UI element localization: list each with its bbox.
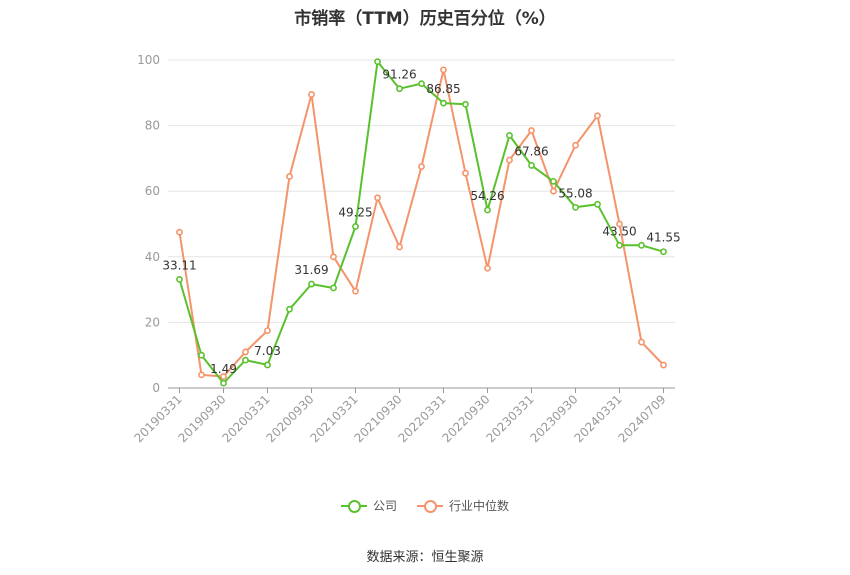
y-tick-label: 40 <box>145 250 160 264</box>
data-point <box>176 275 183 283</box>
data-point <box>286 305 293 313</box>
y-tick-label: 20 <box>145 315 160 329</box>
data-label: 31.69 <box>294 263 328 277</box>
data-point <box>616 220 623 228</box>
data-point <box>660 361 667 369</box>
data-point <box>484 264 491 272</box>
data-label: 86.85 <box>426 82 460 96</box>
data-point <box>220 379 227 387</box>
data-point <box>528 127 535 134</box>
data-point <box>286 173 293 180</box>
chart-title: 市销率（TTM）历史百分位（%） <box>294 9 556 29</box>
data-label: 55.08 <box>558 186 592 200</box>
data-label: 43.50 <box>602 224 636 238</box>
data-label: 49.25 <box>338 205 372 219</box>
data-label: 1.49 <box>210 362 237 376</box>
legend-industry-marker <box>417 499 443 513</box>
data-point <box>264 327 271 334</box>
data-source: 数据来源：恒生聚源 <box>366 550 484 565</box>
data-labels: 33.11 1.49 7.03 31.69 49.25 91.26 86.85 54.26 67… <box>162 68 680 376</box>
data-point <box>198 351 205 359</box>
data-point <box>308 91 315 98</box>
data-point <box>352 287 359 295</box>
data-point <box>374 58 381 66</box>
data-point <box>638 338 645 346</box>
y-tick-label: 100 <box>137 53 160 67</box>
data-point <box>550 187 557 195</box>
data-point <box>242 348 249 356</box>
data-point <box>396 85 403 93</box>
data-point <box>572 203 579 211</box>
data-point <box>374 194 381 202</box>
data-label: 7.03 <box>254 344 281 358</box>
data-point <box>594 112 601 120</box>
data-point <box>330 253 337 261</box>
data-point <box>242 356 249 364</box>
legend: 公司 行业中位数 <box>0 497 850 514</box>
data-point <box>506 132 513 139</box>
data-point <box>594 200 601 208</box>
data-point <box>440 99 447 107</box>
data-point <box>330 284 337 292</box>
data-point <box>660 248 667 256</box>
data-point <box>264 361 271 369</box>
data-label: 41.55 <box>646 231 680 245</box>
y-axis: 0 20 40 60 80 100 <box>137 53 160 395</box>
data-point <box>352 223 359 230</box>
y-tick-label: 80 <box>145 119 160 133</box>
data-label: 33.11 <box>162 258 196 272</box>
data-point <box>462 169 469 177</box>
line-chart: 0 20 40 60 80 100 201903312019093020200331202… <box>132 53 681 445</box>
series-line <box>178 60 664 385</box>
data-point <box>572 141 579 149</box>
series-line <box>178 68 665 378</box>
data-point <box>220 373 227 380</box>
data-point <box>638 241 645 249</box>
data-label: 91.26 <box>382 68 416 82</box>
data-point <box>550 177 557 185</box>
data-point <box>440 66 447 74</box>
y-tick-label: 0 <box>152 381 160 395</box>
legend-item-industry[interactable]: 行业中位数 <box>417 497 509 514</box>
data-label: 67.86 <box>514 144 548 158</box>
x-axis: 2019033120190930202003312020093020210331… <box>132 387 675 445</box>
data-point <box>418 163 425 170</box>
data-point <box>418 80 425 88</box>
data-point <box>396 243 403 251</box>
legend-company-marker <box>340 499 367 513</box>
data-label: 54.26 <box>470 189 504 203</box>
data-point <box>528 162 535 169</box>
legend-item-company[interactable]: 公司 <box>340 497 397 514</box>
data-point <box>484 206 491 214</box>
y-tick-label: 60 <box>145 184 160 198</box>
x-tick-label: 20240709 <box>616 392 669 445</box>
legend-industry-label: 行业中位数 <box>449 499 510 513</box>
data-point <box>462 100 469 108</box>
grid-lines <box>168 59 675 323</box>
data-point <box>198 371 205 379</box>
legend-company-label: 公司 <box>372 499 397 513</box>
data-point <box>616 241 623 249</box>
series-layer <box>176 58 667 387</box>
data-point <box>506 156 513 164</box>
data-point <box>176 228 183 236</box>
data-point <box>308 280 315 288</box>
